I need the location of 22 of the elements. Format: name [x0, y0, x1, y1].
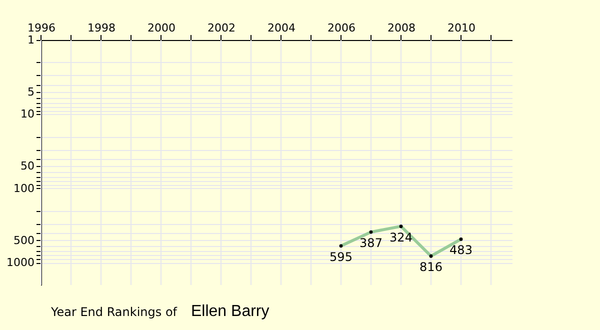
data-label: 483	[450, 243, 472, 258]
y-tick-label: 1	[28, 34, 34, 46]
x-tick-label: 2006	[328, 22, 356, 34]
y-tick-label: 10	[20, 108, 34, 121]
y-tick-label: 500	[14, 234, 34, 247]
x-tick-label: 2004	[268, 22, 296, 34]
x-tick-label: 2002	[208, 22, 236, 34]
y-tick-label: 100	[14, 182, 34, 195]
text: Year End Rankings of	[50, 305, 178, 319]
x-tick-label: 1996	[28, 22, 56, 34]
x-tick-label: 2008	[388, 22, 416, 34]
text: Ellen Barry	[191, 303, 270, 320]
x-tick-label: 2010	[448, 22, 476, 34]
y-tick-label: 1000	[6, 256, 34, 270]
data-label: 324	[390, 230, 412, 244]
data-label: 595	[330, 250, 352, 264]
x-tick-label: 2000	[148, 22, 176, 34]
data-label: 387	[360, 236, 382, 250]
y-tick-label: 50	[20, 160, 34, 173]
x-tick-label: 1998	[88, 22, 116, 34]
y-tick-label: 5	[28, 85, 34, 98]
data-label: 816	[420, 260, 442, 274]
